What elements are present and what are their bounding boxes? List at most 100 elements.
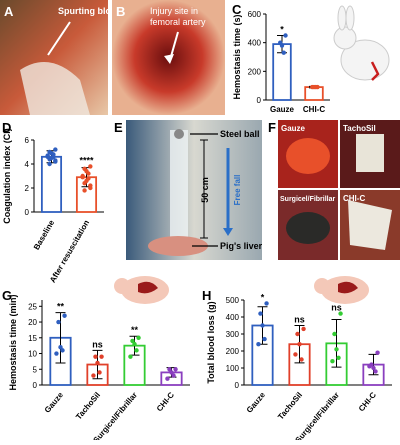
data-point — [373, 369, 378, 374]
data-point — [260, 323, 265, 328]
data-point — [295, 331, 300, 337]
data-point — [47, 161, 52, 167]
panel-label: H — [202, 288, 211, 303]
data-point — [332, 331, 337, 337]
data-point — [88, 185, 93, 191]
y-tick-label: 200 — [248, 67, 262, 76]
data-point — [169, 370, 174, 375]
y-tick-label: 5 — [33, 365, 38, 374]
data-point — [371, 365, 376, 371]
data-point — [60, 348, 65, 353]
photo-caption: Gauze — [281, 124, 306, 133]
data-point — [132, 341, 137, 347]
data-point — [47, 157, 52, 162]
y-tick-label: 10 — [28, 350, 37, 359]
y-tick-label: 500 — [226, 296, 240, 305]
data-point — [134, 348, 139, 353]
data-point — [165, 376, 170, 381]
annotation: Pig's liver — [220, 241, 263, 251]
data-point — [82, 188, 87, 193]
data-point — [88, 164, 93, 169]
y-tick-label: 4 — [25, 160, 30, 169]
data-point — [256, 342, 261, 347]
x-tick-label: CHI-C — [155, 390, 176, 413]
panel-label: A — [4, 4, 14, 19]
x-tick-label: CHI-C — [303, 105, 325, 114]
data-point — [99, 354, 104, 359]
panel-label: F — [268, 120, 276, 135]
data-point — [136, 335, 141, 340]
y-tick-label: 2 — [25, 184, 30, 193]
data-point — [53, 147, 58, 152]
data-point — [281, 50, 286, 55]
y-tick-label: 6 — [25, 136, 30, 145]
annotation: Steel ball — [220, 129, 260, 139]
error-bar — [331, 319, 342, 368]
photo-caption: TachoSil — [343, 124, 376, 133]
y-tick-label: 0 — [25, 208, 30, 217]
y-tick-label: 15 — [28, 334, 37, 343]
data-point — [62, 313, 67, 318]
photo-f: F Gauze TachoSil Surgicel/Fibrillar CHI-… — [268, 120, 400, 260]
data-point — [173, 367, 178, 372]
y-tick-label: 0 — [257, 96, 262, 105]
panel-label: E — [114, 120, 123, 135]
data-point — [258, 311, 263, 316]
data-point — [283, 33, 288, 38]
data-point — [86, 171, 91, 176]
panel-label: D — [2, 120, 11, 135]
y-axis-label: Coagulation index (CI) — [2, 128, 12, 224]
annotation: Free fall — [233, 175, 242, 206]
y-tick-label: 0 — [33, 381, 38, 390]
y-tick-label: 300 — [226, 330, 240, 339]
x-tick-label: CHI-C — [357, 390, 378, 413]
photo-b: B Injury site in femoral artery — [112, 0, 225, 115]
significance: ** — [57, 302, 65, 312]
data-point — [264, 301, 269, 306]
data-point — [375, 350, 380, 355]
photo-e: E Steel ball 50 cm Free fall Pig's liver — [114, 120, 263, 260]
x-tick-label: TachoSil — [276, 391, 304, 422]
data-point — [330, 359, 335, 364]
x-tick-label: Baseline — [32, 218, 57, 251]
bar — [40, 155, 63, 213]
x-tick-label: Gauze — [270, 105, 295, 114]
y-tick-label: 25 — [28, 302, 37, 311]
y-tick-label: 400 — [248, 39, 262, 48]
x-tick-label: Gauze — [245, 390, 268, 415]
significance: * — [280, 25, 284, 35]
data-point — [336, 355, 341, 360]
photo-caption: CHI-C — [343, 194, 365, 203]
panel-label: C — [232, 2, 242, 17]
data-point — [82, 181, 87, 186]
data-point — [297, 342, 302, 347]
pig-icon — [114, 276, 169, 304]
data-point — [91, 373, 96, 378]
y-tick-label: 100 — [226, 364, 240, 373]
photo-caption: Surgicel/Fibrillar — [280, 196, 336, 203]
photo-a: A Spurting blood — [0, 0, 122, 115]
annotation: femoral artery — [150, 17, 206, 27]
data-point — [58, 345, 63, 350]
panel-label: G — [2, 288, 12, 303]
data-point — [128, 354, 133, 359]
y-tick-label: 20 — [28, 318, 37, 327]
data-point — [95, 360, 100, 366]
x-tick-label: TachoSil — [74, 391, 102, 422]
annotation: Spurting blood — [58, 6, 122, 16]
significance: **** — [79, 155, 94, 165]
rabbit-icon — [333, 5, 390, 81]
data-point — [171, 373, 176, 378]
panel-label: B — [116, 4, 125, 19]
data-point — [93, 354, 98, 359]
data-point — [279, 43, 285, 48]
y-tick-label: 0 — [235, 381, 240, 390]
data-point — [167, 367, 172, 372]
annotation: 50 cm — [200, 177, 210, 203]
y-axis-label: Hemostasis time (s) — [232, 14, 242, 99]
significance: ns — [331, 303, 342, 313]
data-point — [293, 352, 298, 357]
data-point — [130, 338, 135, 344]
data-point — [53, 159, 58, 164]
